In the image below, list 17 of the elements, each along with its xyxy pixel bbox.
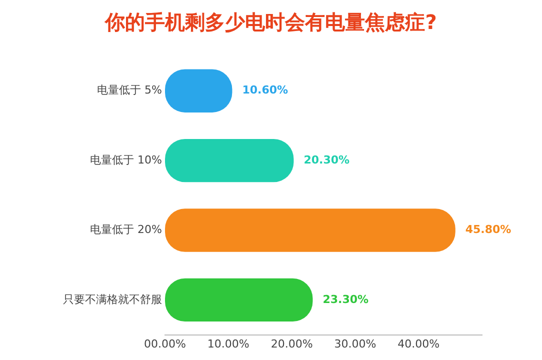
x-tick-label: 30.00% — [334, 337, 376, 350]
bar — [165, 278, 313, 322]
x-tick-label: 10.00% — [207, 337, 250, 350]
y-tick-label: 电量低于 10% — [90, 153, 162, 166]
x-tick-label: 40.00% — [398, 337, 440, 350]
data-label: 45.80% — [465, 223, 512, 236]
chart-title: 你的手机剩多少电时会有电量焦虑症? — [104, 10, 437, 34]
bar — [165, 208, 456, 252]
y-tick-label: 只要不满格就不舒服 — [63, 292, 162, 306]
y-tick-label: 电量低于 20% — [90, 223, 162, 236]
data-label: 20.30% — [304, 153, 350, 166]
x-tick-label: 00.00% — [144, 337, 186, 350]
data-label: 23.30% — [322, 292, 369, 306]
y-tick-label: 电量低于 5% — [97, 84, 162, 97]
data-label: 10.60% — [242, 84, 288, 97]
bar — [165, 138, 294, 182]
x-tick-label: 20.00% — [270, 337, 313, 350]
